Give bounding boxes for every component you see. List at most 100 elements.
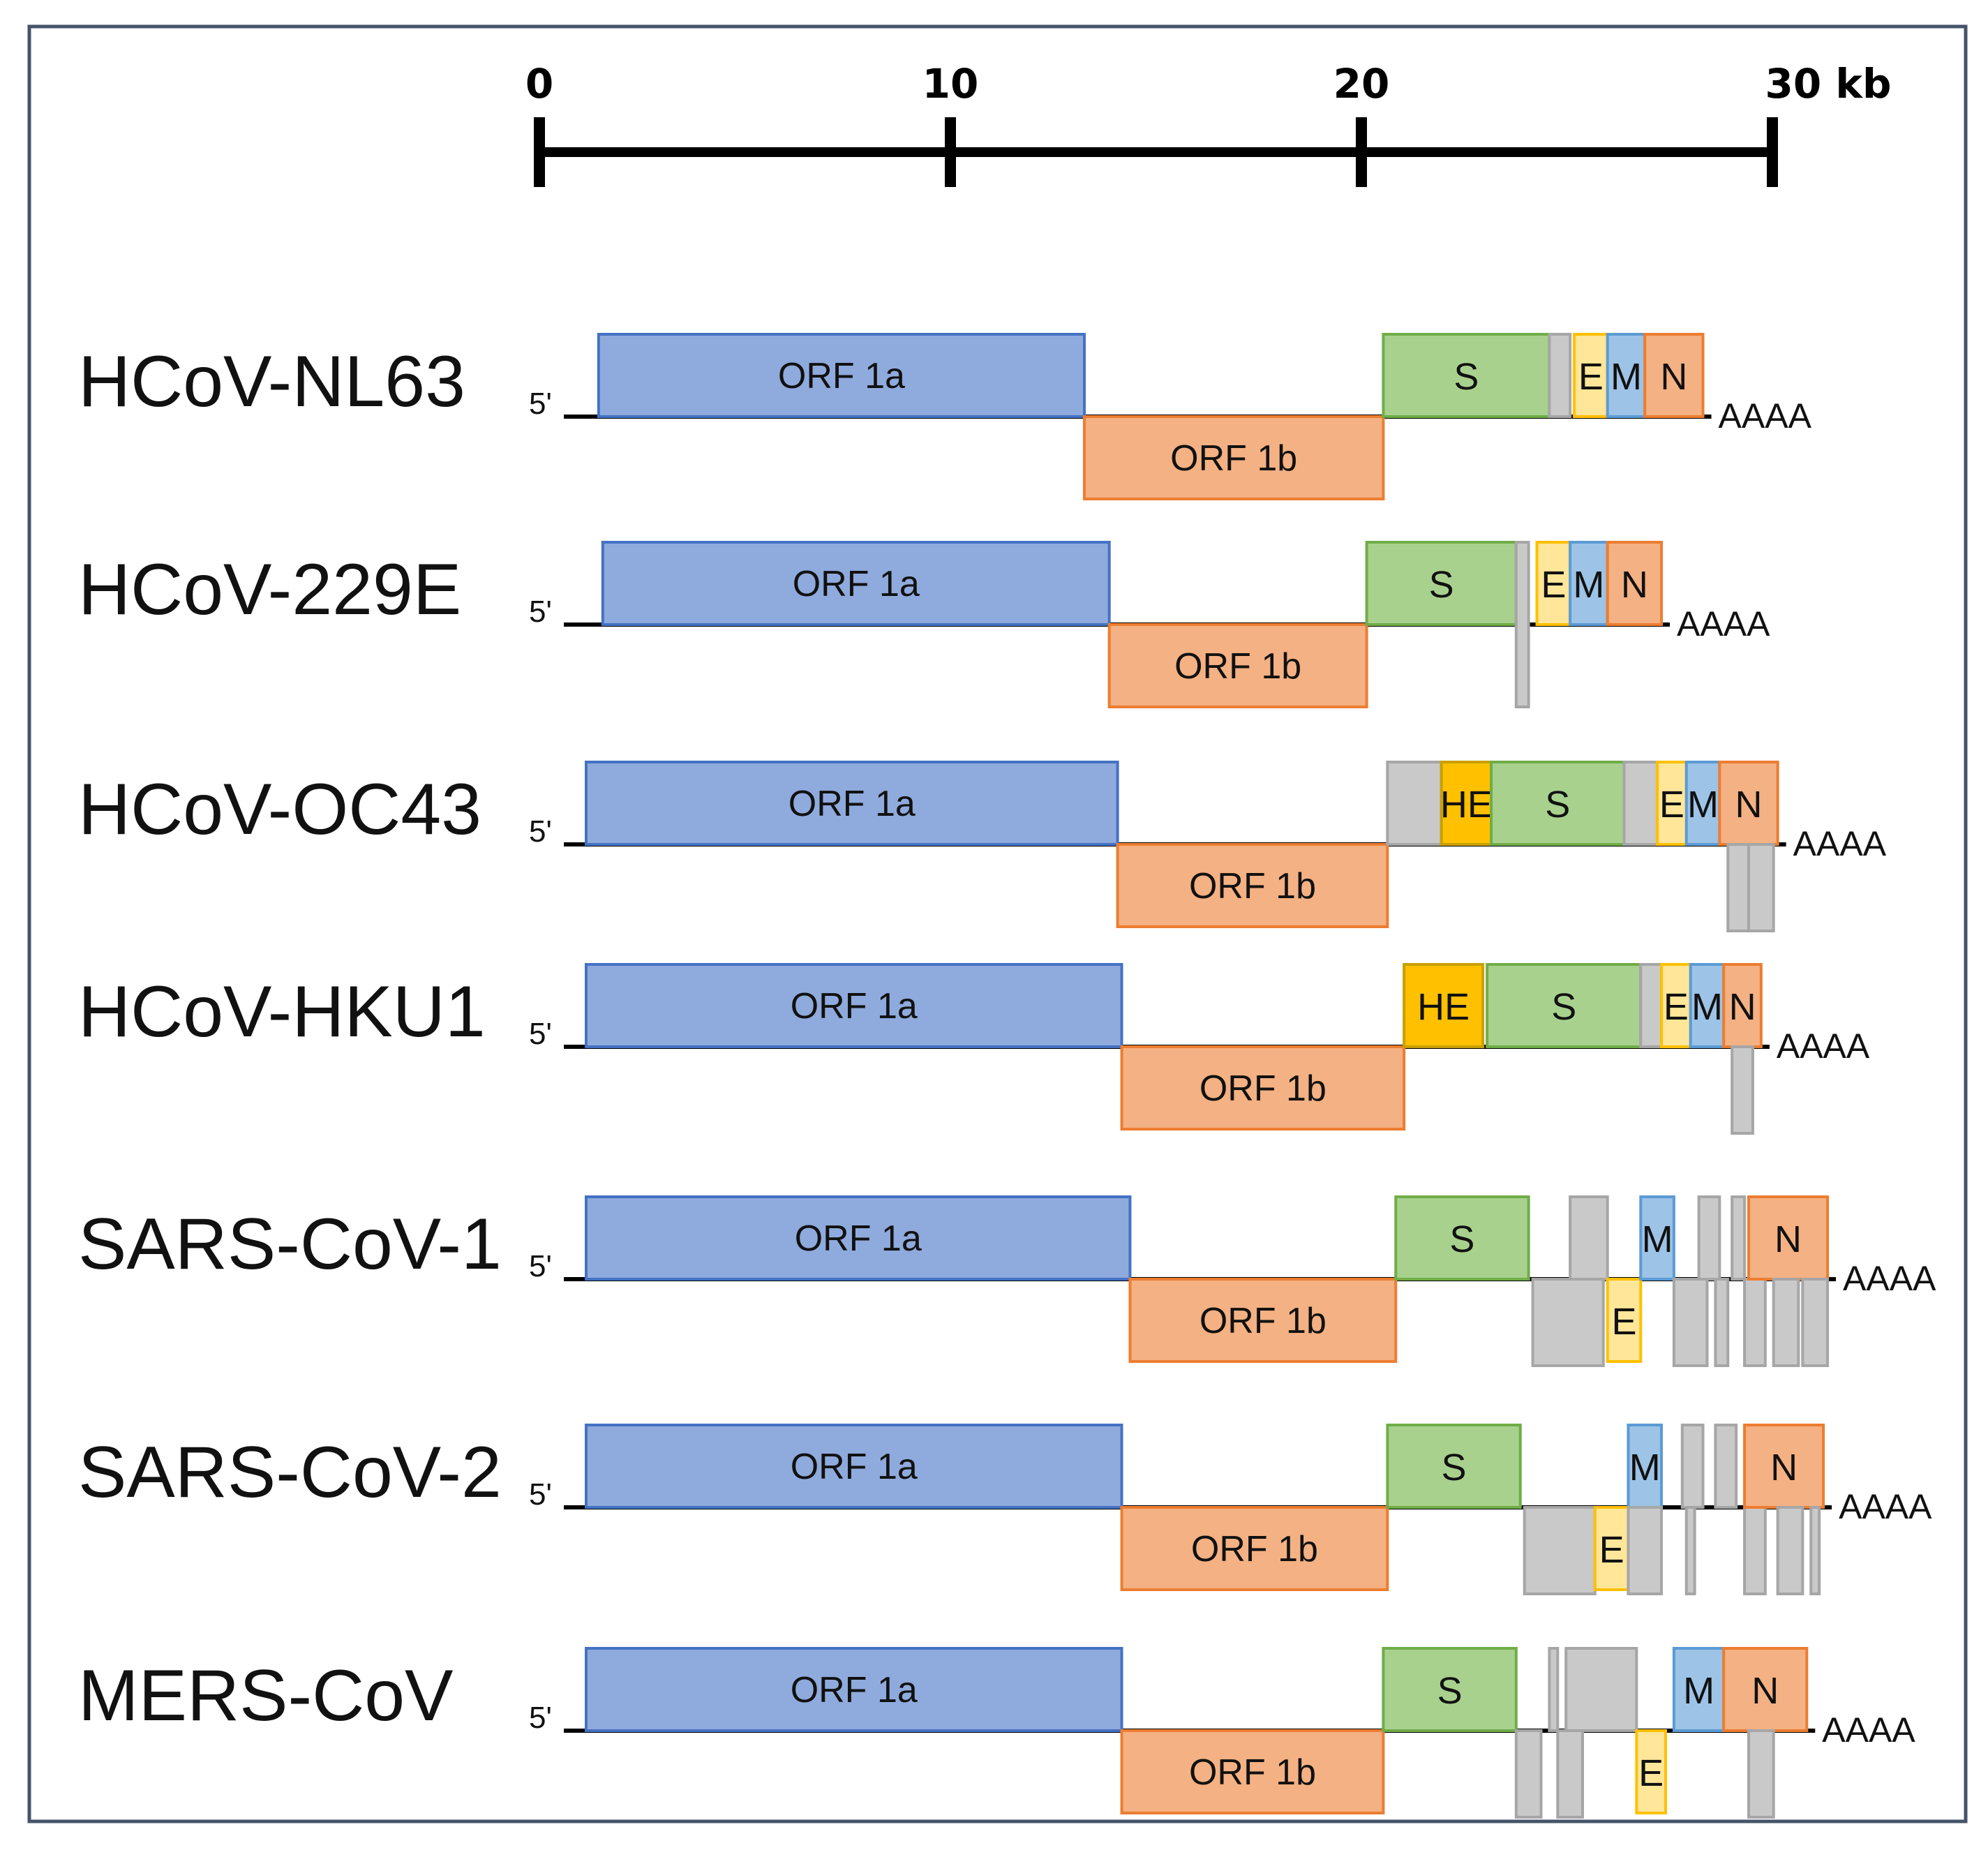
m-gene-label: M: [1642, 1218, 1673, 1260]
accessory-gene: [1684, 1506, 1696, 1595]
m-gene: [1639, 1195, 1675, 1281]
orf1b-gene: [1128, 1278, 1398, 1363]
orf1b-gene: [1107, 623, 1368, 708]
s-gene-label: S: [1551, 986, 1576, 1028]
e-gene-label: E: [1664, 986, 1689, 1028]
genome-row: SARS-CoV-2 5' AAAA ORF 1a ORF 1b S EM N: [78, 1424, 1932, 1595]
accessory-gene: [1714, 1424, 1738, 1509]
scale-bar: 0 10 20 30 kb: [525, 60, 1892, 187]
orf1a-gene-label: ORF 1a: [793, 564, 920, 604]
m-gene-label: M: [1691, 986, 1723, 1028]
n-gene-label: N: [1660, 356, 1687, 398]
accessory-gene: [1747, 843, 1775, 932]
five-prime-label: 5': [529, 1017, 552, 1051]
s-gene-label: S: [1449, 1218, 1474, 1260]
s-gene: [1490, 761, 1626, 846]
five-prime-label: 5': [529, 1477, 552, 1512]
poly-a-tail: AAAA: [1822, 1710, 1915, 1750]
orf1a-gene-label: ORF 1a: [778, 356, 905, 396]
accessory-gene: [1569, 1195, 1609, 1281]
n-gene: [1718, 761, 1779, 846]
orf1b-gene-label: ORF 1b: [1191, 1529, 1318, 1569]
accessory-gene: [1386, 761, 1443, 846]
n-gene: [1643, 333, 1705, 418]
n-gene-label: N: [1770, 1447, 1798, 1489]
scale-tick-label: 10: [922, 60, 979, 107]
s-gene-label: S: [1453, 356, 1479, 398]
e-gene-label: E: [1659, 784, 1684, 826]
n-gene: [1747, 1195, 1830, 1281]
poly-a-tail: AAAA: [1777, 1027, 1870, 1066]
s-gene: [1386, 1424, 1522, 1509]
orf1a-gene-label: ORF 1a: [791, 1447, 918, 1487]
genome-name: MERS-CoV: [78, 1655, 453, 1736]
five-prime-label: 5': [529, 1249, 552, 1283]
accessory-gene: [1731, 1195, 1747, 1281]
five-prime-label: 5': [529, 387, 552, 421]
s-gene-label: S: [1442, 1447, 1467, 1489]
e-gene: [1593, 1506, 1630, 1591]
orf1b-gene: [1120, 1506, 1389, 1591]
accessory-gene: [1531, 1278, 1605, 1367]
n-gene-label: N: [1621, 564, 1648, 606]
accessory-gene: [1514, 1729, 1543, 1819]
accessory-gene: [1801, 1278, 1830, 1367]
scale-tick-label: 30 kb: [1765, 60, 1892, 107]
five-prime-label: 5': [529, 595, 552, 629]
genome-name: HCoV-HKU1: [78, 971, 486, 1052]
s-gene: [1394, 1195, 1530, 1281]
genome-name: SARS-CoV-1: [78, 1204, 502, 1285]
genome-row: HCoV-OC43 5' AAAA ORF 1a ORF 1b HE S E M N: [78, 761, 1887, 932]
m-gene-label: M: [1687, 784, 1719, 826]
n-gene: [1743, 1424, 1825, 1509]
accessory-gene: [1672, 1278, 1709, 1367]
orf1a-gene: [585, 1647, 1123, 1732]
orf1b-gene-label: ORF 1b: [1199, 1068, 1326, 1109]
m-gene: [1689, 963, 1726, 1048]
e-gene-label: E: [1638, 1752, 1664, 1794]
genome-name: SARS-CoV-2: [78, 1432, 502, 1513]
figure-frame: [27, 24, 1968, 1823]
accessory-gene: [1523, 1506, 1597, 1595]
orf1b-gene: [1083, 415, 1385, 500]
accessory-gene: [1714, 1278, 1730, 1367]
orf1b-gene: [1120, 1045, 1406, 1131]
m-gene-label: M: [1573, 564, 1604, 606]
accessory-gene: [1622, 761, 1659, 846]
accessory-gene: [1548, 333, 1572, 418]
n-gene-label: N: [1774, 1218, 1802, 1260]
n-gene-label: N: [1751, 1670, 1779, 1712]
genome-name: HCoV-OC43: [78, 769, 481, 850]
accessory-gene: [1731, 1045, 1754, 1135]
m-gene-label: M: [1683, 1670, 1714, 1712]
n-gene-label: N: [1729, 986, 1756, 1028]
genome-name: HCoV-NL63: [78, 341, 465, 422]
orf1b-gene-label: ORF 1b: [1174, 646, 1301, 687]
accessory-gene: [1548, 1647, 1560, 1732]
accessory-gene: [1743, 1278, 1767, 1367]
accessory-gene: [1697, 1195, 1721, 1281]
e-gene-label: E: [1541, 564, 1566, 606]
accessory-gene: [1809, 1506, 1821, 1595]
orf1b-gene-label: ORF 1b: [1170, 438, 1297, 479]
genome-name: HCoV-229E: [78, 549, 461, 630]
he-gene-label: HE: [1440, 784, 1493, 826]
e-gene: [1660, 963, 1692, 1048]
poly-a-tail: AAAA: [1677, 604, 1770, 643]
orf1a-gene: [585, 1424, 1123, 1509]
orf1a-gene: [585, 761, 1119, 846]
s-gene: [1382, 1647, 1518, 1732]
he-gene: [1403, 963, 1485, 1048]
orf1b-gene: [1116, 843, 1389, 928]
m-gene-label: M: [1610, 356, 1642, 398]
m-gene-label: M: [1629, 1447, 1661, 1489]
genome-row: HCoV-NL63 5' AAAA ORF 1a ORF 1b S E M N: [78, 333, 1812, 500]
he-gene-label: HE: [1417, 986, 1470, 1028]
n-gene-label: N: [1735, 784, 1763, 826]
accessory-gene: [1747, 1729, 1775, 1819]
accessory-gene: [1639, 963, 1664, 1048]
orf1a-gene: [597, 333, 1086, 418]
poly-a-tail: AAAA: [1839, 1487, 1932, 1526]
